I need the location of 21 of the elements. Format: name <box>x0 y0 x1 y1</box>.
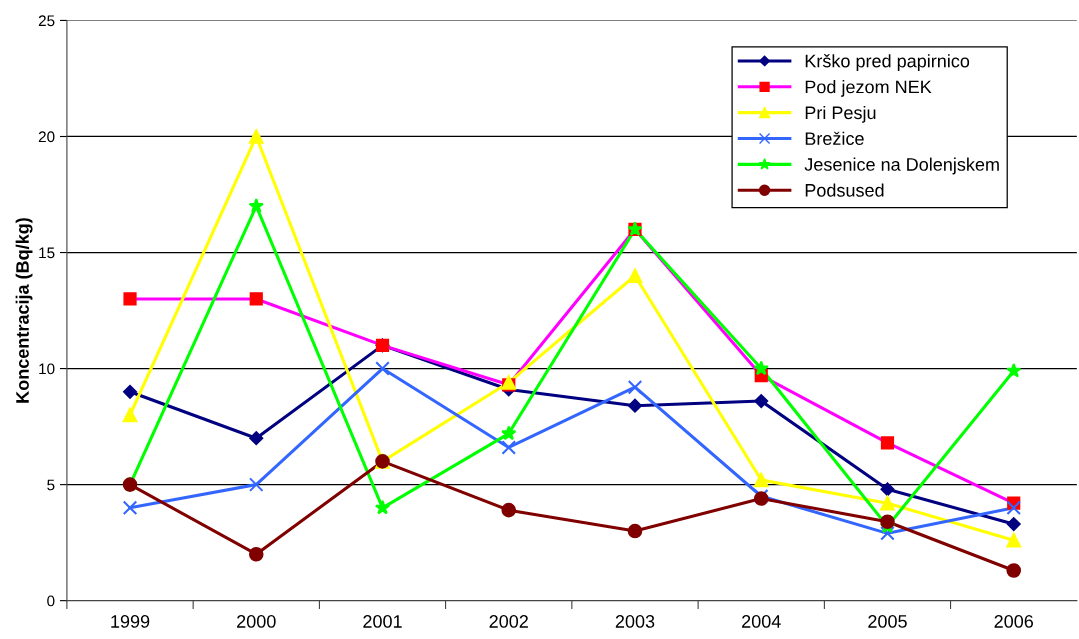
y-axis-title: Koncentracija (Bq/kg) <box>15 218 33 403</box>
legend-label: Pod jezom NEK <box>805 80 932 97</box>
legend-label: Brežice <box>805 131 864 145</box>
x-tick-label: 2006 <box>994 615 1034 628</box>
x-tick-label: 2003 <box>615 615 655 628</box>
x-tick-label: 2000 <box>237 615 276 628</box>
y-tick-label: 5 <box>47 479 55 491</box>
x-tick-label: 2005 <box>868 615 907 628</box>
legend-label: Pri Pesju <box>805 105 876 123</box>
x-tick-label: 1999 <box>111 615 150 628</box>
x-tick-label: 2002 <box>489 615 528 628</box>
y-tick-label: 10 <box>39 363 55 375</box>
y-tick-label: 20 <box>38 131 55 143</box>
legend-label: Jesenice na Dolenjskem <box>804 157 999 175</box>
x-tick-label: 2004 <box>742 615 781 628</box>
legend-label: Podsused <box>805 183 884 197</box>
legend-label: Krško pred papirnico <box>805 54 970 71</box>
x-tick-label: 2001 <box>363 615 402 628</box>
y-tick-label: 0 <box>47 595 55 607</box>
y-tick-label: 25 <box>38 15 55 27</box>
y-tick-label: 15 <box>39 247 55 259</box>
